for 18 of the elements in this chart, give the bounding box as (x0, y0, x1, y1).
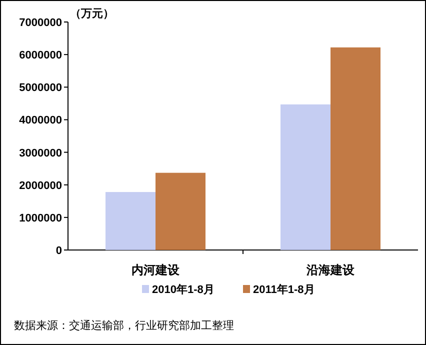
bar (106, 192, 156, 250)
bar (280, 104, 330, 250)
legend-label: 2010年1-8月 (152, 283, 214, 296)
x-tick-label: 内河建设 (132, 263, 180, 277)
y-tick-label: 7000000 (19, 17, 62, 29)
y-tick-label: 1000000 (19, 212, 62, 224)
y-tick-label: 3000000 (19, 147, 62, 160)
y-tick-label: 5000000 (19, 82, 62, 94)
bar (330, 47, 380, 250)
y-tick-label: 0 (56, 245, 62, 257)
bar (156, 172, 206, 250)
y-tick-label: 2000000 (19, 180, 62, 192)
y-tick-label: 4000000 (19, 114, 62, 127)
y-axis-title: （万元） (70, 8, 114, 20)
legend-label: 2011年1-8月 (253, 283, 315, 296)
y-tick-label: 6000000 (19, 50, 62, 62)
source-note: 数据来源：交通运输部，行业研究部加工整理 (14, 319, 234, 332)
x-tick-label: 沿海建设 (306, 263, 356, 277)
